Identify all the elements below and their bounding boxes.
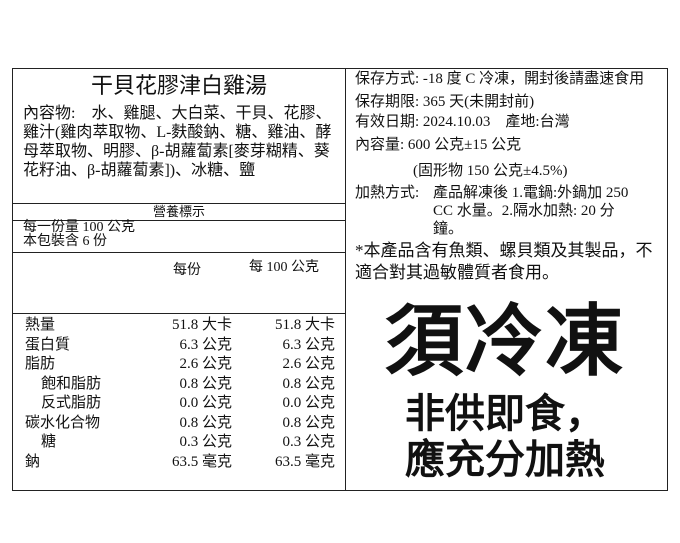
divider	[13, 313, 345, 314]
nutrition-row: 碳水化合物 0.8 公克 0.8 公克	[25, 414, 335, 434]
per-100g-value: 0.3 公克	[282, 434, 335, 450]
nutrition-row: 糖 0.3 公克 0.3 公克	[25, 433, 335, 453]
food-label: 干貝花膠津白雞湯 內容物: 水、雞腿、大白菜、干貝、花膠、雞汁(雞肉萃取物、L-…	[12, 68, 668, 491]
per-serving-value: 6.3 公克	[179, 336, 232, 353]
shelf-life: 保存期限: 365 天(未開封前)	[355, 94, 535, 110]
nutrient-name: 熱量	[25, 317, 56, 333]
per-100g-value: 0.8 公克	[282, 375, 335, 392]
not-ready-to-eat: 非供即食， 應充分加熱	[355, 391, 655, 483]
per-100g-value: 2.6 公克	[282, 356, 335, 372]
product-title: 干貝花膠津白雞湯	[90, 73, 267, 98]
per-serving-value: 0.8 公克	[179, 375, 232, 392]
per-serving-value: 0.0 公克	[179, 395, 232, 411]
expiry-origin: 有效日期: 2024.10.03 產地:台灣	[355, 114, 570, 130]
per-serving-value: 51.8 大卡	[171, 317, 232, 333]
nutrient-name: 蛋白質	[25, 336, 71, 353]
per-100g-value: 0.8 公克	[282, 414, 335, 431]
nutrient-name: 鈉	[25, 453, 41, 470]
warning-line1: 非供即食，	[405, 391, 605, 436]
divider	[13, 252, 345, 253]
per-100g-value: 6.3 公克	[282, 336, 335, 353]
nutrition-row: 鈉 63.5 毫克 63.5 毫克	[25, 453, 335, 473]
heating-label: 加熱方式:	[355, 185, 420, 201]
col-per-serving: 每份	[173, 263, 201, 278]
nutrient-name: 脂肪	[25, 356, 56, 372]
nutrient-name: 反式脂肪	[41, 395, 102, 411]
nutrition-header: 營養標示	[13, 203, 345, 221]
net-weight: 內容量: 600 公克±15 公克	[355, 137, 522, 153]
solids: (固形物 150 公克±4.5%)	[413, 163, 568, 179]
col-per-100g: 每 100 公克	[249, 260, 319, 275]
nutrition-row: 熱量 51.8 大卡 51.8 大卡	[25, 316, 335, 336]
heating-method: 產品解凍後 1.電鍋:外鍋加 250 CC 水量。2.隔水加熱: 20 分鐘。	[433, 185, 629, 237]
nutrition-row: 脂肪 2.6 公克 2.6 公克	[25, 355, 335, 375]
nutrient-name: 糖	[41, 434, 57, 450]
nutrient-name: 碳水化合物	[25, 414, 101, 431]
per-serving-value: 0.8 公克	[179, 414, 232, 431]
per-serving-value: 63.5 毫克	[171, 453, 232, 470]
per-serving-value: 0.3 公克	[179, 434, 232, 450]
nutrition-table: 熱量 51.8 大卡 51.8 大卡蛋白質 6.3 公克 6.3 公克脂肪 2.6 公克 2…	[25, 316, 335, 472]
divider	[345, 69, 346, 490]
nutrition-row: 飽和脂肪 0.8 公克 0.8 公克	[25, 375, 335, 395]
keep-frozen-warning: 須冷凍	[384, 298, 625, 385]
per-100g-value: 0.0 公克	[282, 395, 335, 411]
servings-per-package: 本包裝含 6 份	[23, 234, 107, 249]
nutrition-row: 蛋白質 6.3 公克 6.3 公克	[25, 336, 335, 356]
nutrient-name: 飽和脂肪	[41, 375, 102, 392]
serving-info: 每一份量 100 公克 本包裝含 6 份	[23, 221, 135, 249]
heating: 加熱方式: 產品解凍後 1.電鍋:外鍋加 250 CC 水量。2.隔水加熱: 2…	[355, 184, 665, 238]
per-100g-value: 51.8 大卡	[274, 317, 335, 333]
per-serving-value: 2.6 公克	[179, 356, 232, 372]
ingredients: 內容物: 水、雞腿、大白菜、干貝、花膠、雞汁(雞肉萃取物、L-麩酸鈉、糖、雞油、…	[23, 105, 332, 179]
label-left-panel: 干貝花膠津白雞湯 內容物: 水、雞腿、大白菜、干貝、花膠、雞汁(雞肉萃取物、L-…	[13, 69, 345, 490]
storage: 保存方式: -18 度 C 冷凍，開封後請盡速食用	[355, 71, 645, 87]
allergy-warning: *本產品含有魚類、螺貝類及其製品，不適合對其過敏體質者食用。	[355, 241, 653, 282]
label-right-panel: 保存方式: -18 度 C 冷凍，開封後請盡速食用 保存期限: 365 天(未開…	[355, 69, 665, 482]
serving-size: 每一份量 100 公克	[23, 220, 135, 235]
warning-line2: 應充分加熱	[405, 437, 605, 482]
per-100g-value: 63.5 毫克	[274, 453, 335, 470]
nutrition-row: 反式脂肪 0.0 公克 0.0 公克	[25, 394, 335, 414]
